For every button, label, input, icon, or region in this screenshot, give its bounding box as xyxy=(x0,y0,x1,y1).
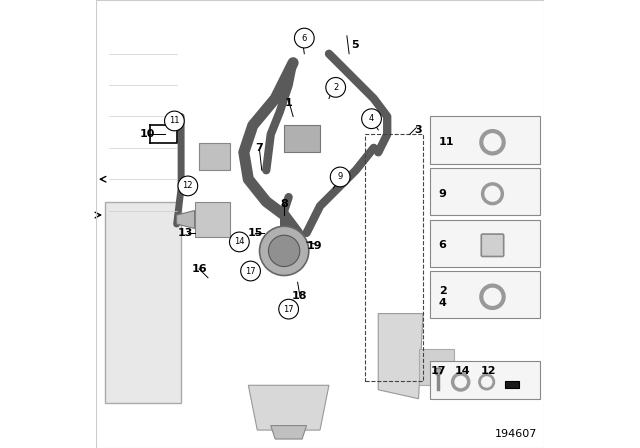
Text: 13: 13 xyxy=(178,228,193,238)
FancyBboxPatch shape xyxy=(105,202,181,403)
FancyBboxPatch shape xyxy=(504,381,519,388)
Text: 10: 10 xyxy=(140,129,156,139)
FancyBboxPatch shape xyxy=(430,220,540,267)
Text: 15: 15 xyxy=(247,228,263,238)
Text: 1: 1 xyxy=(285,98,292,108)
Text: 18: 18 xyxy=(292,291,308,301)
Text: 6: 6 xyxy=(301,34,307,43)
Polygon shape xyxy=(419,349,454,385)
Polygon shape xyxy=(378,314,423,399)
FancyBboxPatch shape xyxy=(481,234,504,256)
Text: 14: 14 xyxy=(234,237,244,246)
Text: 17: 17 xyxy=(431,366,447,376)
Circle shape xyxy=(260,226,309,276)
Text: 12: 12 xyxy=(182,181,193,190)
Text: 6: 6 xyxy=(439,240,447,250)
Text: 11: 11 xyxy=(439,137,454,147)
Text: 16: 16 xyxy=(191,264,207,274)
Text: 5: 5 xyxy=(351,40,359,50)
Text: 3: 3 xyxy=(415,125,422,135)
Circle shape xyxy=(330,167,350,187)
Text: 2
4: 2 4 xyxy=(439,286,447,308)
Polygon shape xyxy=(271,426,307,439)
FancyBboxPatch shape xyxy=(430,168,540,215)
Text: 14: 14 xyxy=(454,366,470,376)
Text: 7: 7 xyxy=(255,143,264,153)
Circle shape xyxy=(164,111,184,131)
FancyBboxPatch shape xyxy=(430,116,540,164)
Circle shape xyxy=(230,232,249,252)
Polygon shape xyxy=(195,202,230,237)
Circle shape xyxy=(435,368,442,375)
Circle shape xyxy=(326,78,346,97)
Text: 9: 9 xyxy=(439,189,447,199)
Text: 19: 19 xyxy=(307,241,323,250)
Text: 194607: 194607 xyxy=(495,429,538,439)
Bar xyxy=(96,0,423,448)
FancyBboxPatch shape xyxy=(430,361,540,399)
Text: 17: 17 xyxy=(245,267,256,276)
Polygon shape xyxy=(199,143,230,170)
Polygon shape xyxy=(284,125,320,152)
Text: 12: 12 xyxy=(481,366,496,376)
Circle shape xyxy=(294,28,314,48)
Text: 11: 11 xyxy=(169,116,180,125)
Circle shape xyxy=(178,176,198,196)
Polygon shape xyxy=(177,211,195,228)
Text: 2: 2 xyxy=(333,83,339,92)
Text: 17: 17 xyxy=(284,305,294,314)
FancyBboxPatch shape xyxy=(430,271,540,318)
Text: 9: 9 xyxy=(337,172,343,181)
Text: 4: 4 xyxy=(369,114,374,123)
Text: 8: 8 xyxy=(280,199,288,209)
Circle shape xyxy=(241,261,260,281)
Circle shape xyxy=(269,235,300,267)
Polygon shape xyxy=(248,385,329,430)
Circle shape xyxy=(362,109,381,129)
Circle shape xyxy=(279,299,298,319)
